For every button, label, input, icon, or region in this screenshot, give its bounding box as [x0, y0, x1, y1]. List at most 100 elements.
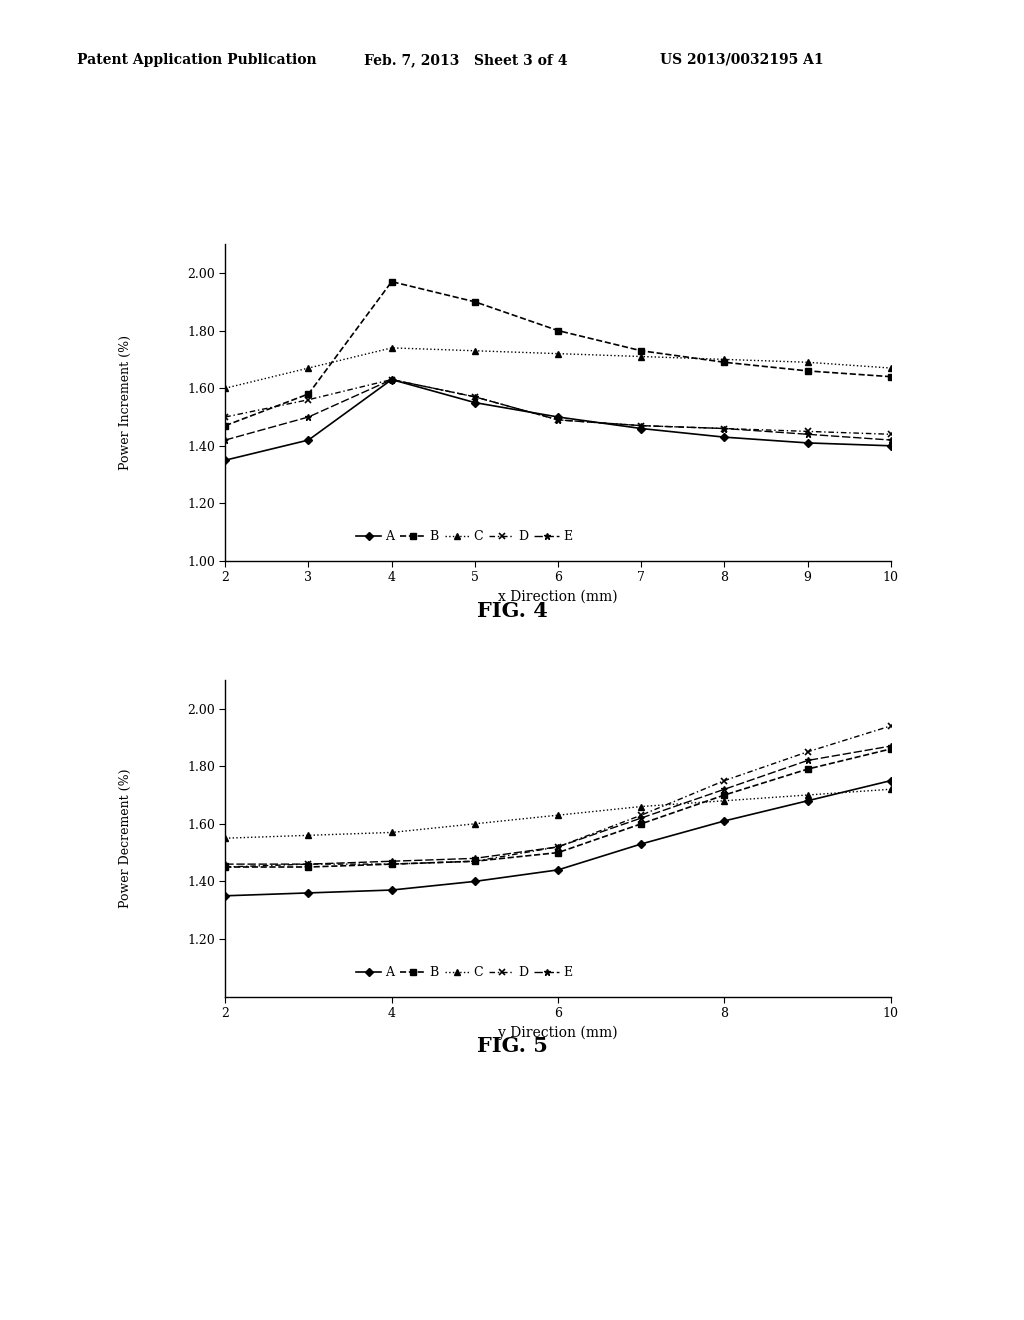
- E: [469, 389, 481, 405]
- D: [385, 372, 397, 388]
- A: [469, 874, 481, 890]
- Text: Feb. 7, 2013   Sheet 3 of 4: Feb. 7, 2013 Sheet 3 of 4: [364, 53, 567, 67]
- B: [552, 322, 564, 338]
- C: [802, 787, 814, 803]
- D: [302, 392, 314, 408]
- B: [385, 857, 397, 873]
- C: [302, 828, 314, 843]
- D: [885, 718, 897, 734]
- Line: B: B: [222, 746, 894, 870]
- E: [385, 372, 397, 388]
- A: [802, 793, 814, 809]
- Line: E: E: [222, 376, 894, 444]
- D: [635, 417, 647, 433]
- D: [469, 853, 481, 869]
- A: [802, 436, 814, 451]
- Text: US 2013/0032195 A1: US 2013/0032195 A1: [660, 53, 824, 67]
- A: [302, 432, 314, 447]
- D: [469, 389, 481, 405]
- C: [635, 799, 647, 814]
- B: [885, 368, 897, 384]
- A: [552, 409, 564, 425]
- D: [719, 772, 731, 788]
- A: [885, 438, 897, 454]
- B: [302, 385, 314, 401]
- E: [219, 432, 231, 447]
- Y-axis label: Power Increment (%): Power Increment (%): [119, 335, 132, 470]
- A: [385, 882, 397, 898]
- B: [219, 417, 231, 433]
- C: [635, 348, 647, 364]
- Line: D: D: [222, 722, 894, 870]
- B: [302, 859, 314, 875]
- E: [552, 412, 564, 428]
- E: [219, 857, 231, 873]
- Line: B: B: [222, 279, 894, 429]
- E: [885, 432, 897, 447]
- E: [469, 850, 481, 866]
- E: [635, 417, 647, 433]
- Line: D: D: [222, 376, 894, 438]
- Text: Patent Application Publication: Patent Application Publication: [77, 53, 316, 67]
- A: [469, 395, 481, 411]
- C: [469, 343, 481, 359]
- B: [719, 787, 731, 803]
- C: [469, 816, 481, 832]
- C: [885, 781, 897, 797]
- A: [719, 813, 731, 829]
- B: [635, 816, 647, 832]
- D: [802, 424, 814, 440]
- D: [552, 412, 564, 428]
- E: [635, 810, 647, 826]
- A: [385, 372, 397, 388]
- D: [635, 808, 647, 824]
- C: [385, 341, 397, 356]
- E: [885, 738, 897, 754]
- B: [385, 273, 397, 289]
- B: [635, 343, 647, 359]
- A: [302, 884, 314, 900]
- C: [802, 354, 814, 370]
- D: [885, 426, 897, 442]
- C: [552, 346, 564, 362]
- A: [219, 888, 231, 904]
- A: [885, 772, 897, 788]
- D: [302, 857, 314, 873]
- Line: C: C: [222, 345, 894, 391]
- C: [219, 380, 231, 396]
- Text: FIG. 5: FIG. 5: [476, 1036, 548, 1056]
- D: [552, 840, 564, 855]
- E: [802, 752, 814, 768]
- B: [885, 741, 897, 756]
- Line: C: C: [222, 787, 894, 841]
- E: [302, 409, 314, 425]
- D: [219, 409, 231, 425]
- X-axis label: y Direction (mm): y Direction (mm): [499, 1026, 617, 1040]
- A: [719, 429, 731, 445]
- D: [219, 859, 231, 875]
- C: [302, 360, 314, 376]
- B: [552, 845, 564, 861]
- Line: A: A: [222, 777, 894, 899]
- D: [719, 421, 731, 437]
- C: [719, 351, 731, 367]
- B: [469, 294, 481, 310]
- C: [885, 360, 897, 376]
- B: [469, 853, 481, 869]
- Y-axis label: Power Decrement (%): Power Decrement (%): [119, 768, 132, 908]
- B: [219, 859, 231, 875]
- Line: E: E: [222, 743, 894, 867]
- A: [552, 862, 564, 878]
- B: [719, 354, 731, 370]
- C: [719, 793, 731, 809]
- E: [719, 781, 731, 797]
- Line: A: A: [222, 376, 894, 463]
- A: [635, 421, 647, 437]
- B: [802, 762, 814, 777]
- Legend: A, B, C, D, E: A, B, C, D, E: [351, 961, 578, 983]
- C: [219, 830, 231, 846]
- E: [552, 840, 564, 855]
- X-axis label: x Direction (mm): x Direction (mm): [499, 590, 617, 605]
- E: [802, 426, 814, 442]
- C: [385, 825, 397, 841]
